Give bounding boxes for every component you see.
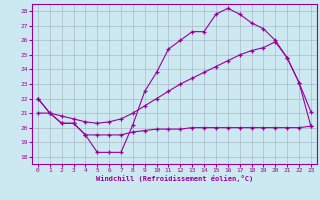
X-axis label: Windchill (Refroidissement éolien,°C): Windchill (Refroidissement éolien,°C) (96, 175, 253, 182)
